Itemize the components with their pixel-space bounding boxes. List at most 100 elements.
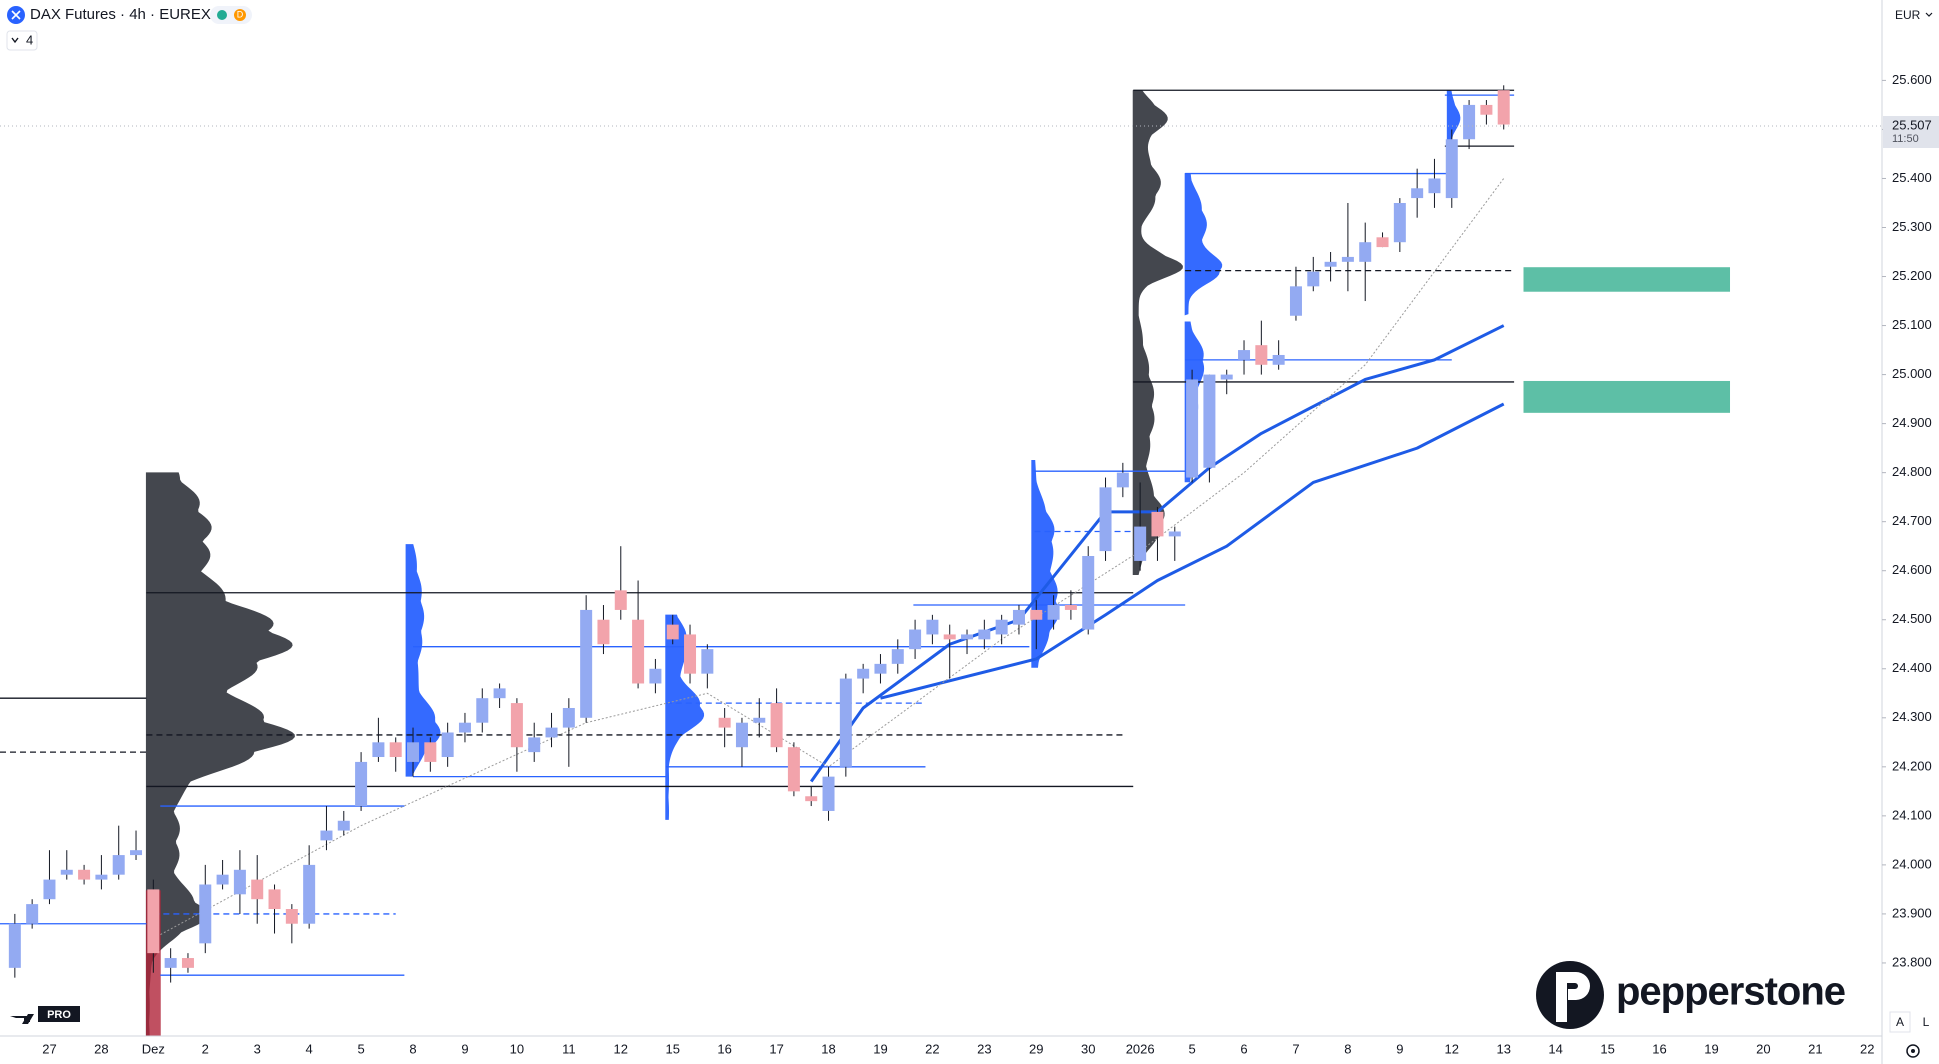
x-tick-label: 5: [1188, 1041, 1195, 1056]
candle-body: [1151, 511, 1164, 537]
x-tick-label: 16: [1652, 1041, 1666, 1056]
x-tick-label: 12: [614, 1041, 628, 1056]
y-tick-label: 25.300: [1892, 219, 1932, 234]
candle-body: [510, 703, 523, 748]
candle-body: [1220, 374, 1233, 380]
candle-body: [1480, 104, 1493, 115]
candle-body: [164, 958, 177, 968]
candle-body: [95, 874, 108, 880]
tv-pro-badge: PRO: [47, 1009, 71, 1021]
candle-body: [1272, 354, 1285, 365]
x-tick-label: 17: [769, 1041, 783, 1056]
candle-body: [1307, 271, 1320, 287]
y-tick-label: 23.800: [1892, 954, 1932, 969]
x-tick-label: 4: [306, 1041, 313, 1056]
candle-body: [545, 727, 558, 738]
y-tick-label: 25.600: [1892, 72, 1932, 87]
x-tick-label: 29: [1029, 1041, 1043, 1056]
candle-body: [735, 722, 748, 748]
x-tick-label: 21: [1808, 1041, 1822, 1056]
candle-body: [909, 629, 922, 650]
currency-label[interactable]: EUR: [1895, 8, 1921, 22]
indicator-count: 4: [26, 32, 33, 47]
indicators-toggle[interactable]: [6, 30, 38, 51]
log-scale-label[interactable]: L: [1923, 1015, 1930, 1029]
x-tick-label: 2: [202, 1041, 209, 1056]
y-tick-label: 24.800: [1892, 464, 1932, 479]
y-tick-label: 24.700: [1892, 513, 1932, 528]
candle-body: [701, 649, 714, 674]
x-tick-label: 18: [821, 1041, 835, 1056]
plot: [0, 85, 1882, 983]
candle-body: [1255, 345, 1268, 365]
delayed-dot: [234, 9, 246, 21]
candle-body: [1393, 202, 1406, 243]
candle-body: [1064, 605, 1077, 610]
candle-body: [1341, 256, 1354, 262]
x-tick-label: 3: [254, 1041, 261, 1056]
x-tick-label: 10: [510, 1041, 524, 1056]
symbol-title[interactable]: DAX Futures · 4h · EUREX: [30, 6, 211, 23]
candle-body: [1324, 261, 1337, 267]
x-tick-label: 5: [357, 1041, 364, 1056]
settings-icon[interactable]: [1906, 1044, 1920, 1058]
y-tick-label: 24.200: [1892, 758, 1932, 773]
candle-body: [666, 624, 679, 640]
y-tick-label: 25.100: [1892, 317, 1932, 332]
candle-body: [770, 703, 783, 748]
candle-body: [233, 869, 246, 895]
candle-body: [1359, 242, 1372, 262]
candle-body: [147, 889, 160, 954]
candle-body: [1463, 104, 1476, 140]
candle-body: [684, 634, 697, 674]
candle-body: [8, 923, 21, 968]
candle-body: [1497, 90, 1510, 125]
candle-body: [268, 889, 281, 910]
volume-profiles: [145, 90, 1461, 1037]
tv-logo: PRO: [10, 1006, 80, 1024]
x-tick-label: 28: [94, 1041, 108, 1056]
candle-body: [1012, 609, 1025, 625]
x-tick-label: 16: [717, 1041, 731, 1056]
volume-profile: [1446, 90, 1461, 146]
y-tick-label: 25.200: [1892, 268, 1932, 283]
zone: [1523, 267, 1731, 292]
moving-average: [880, 402, 1505, 700]
x-tick-label: 19: [1704, 1041, 1718, 1056]
candle-body: [424, 742, 437, 762]
x-tick-label: 15: [665, 1041, 679, 1056]
candle-body: [926, 619, 939, 635]
countdown-label: 11:50: [1892, 133, 1919, 145]
y-tick-label: 24.400: [1892, 660, 1932, 675]
candle-body: [943, 634, 956, 640]
candle-body: [199, 884, 212, 944]
candle-body: [130, 850, 143, 856]
x-tick-label: 19: [873, 1041, 887, 1056]
delayed-letter: D: [237, 9, 244, 19]
x-tick-label: 2026: [1126, 1041, 1155, 1056]
candle-body: [1099, 487, 1112, 552]
symbol-logo-mark: [11, 10, 21, 20]
chevron: [11, 37, 19, 44]
candle-body: [441, 732, 454, 758]
candle-body: [355, 761, 368, 807]
x-tick-label: 9: [461, 1041, 468, 1056]
candle-body: [1289, 286, 1302, 316]
candle-body: [1134, 526, 1147, 561]
brand-name: pepperstone: [1616, 970, 1845, 1014]
y-tick-label: 24.100: [1892, 807, 1932, 822]
auto-scale-button[interactable]: [1889, 1011, 1911, 1033]
candle-body: [822, 776, 835, 811]
moving-average: [153, 178, 1505, 939]
candle-body: [961, 634, 974, 640]
x-tick-label: 6: [1240, 1041, 1247, 1056]
x-tick-label: 9: [1396, 1041, 1403, 1056]
candle-body: [372, 742, 385, 758]
x-tick-label: 14: [1548, 1041, 1562, 1056]
candle-body: [1376, 237, 1389, 248]
market-open-dot: [217, 10, 227, 20]
candle-body: [857, 668, 870, 679]
x-tick-label: Dez: [142, 1041, 165, 1056]
candle-body: [1082, 555, 1095, 630]
